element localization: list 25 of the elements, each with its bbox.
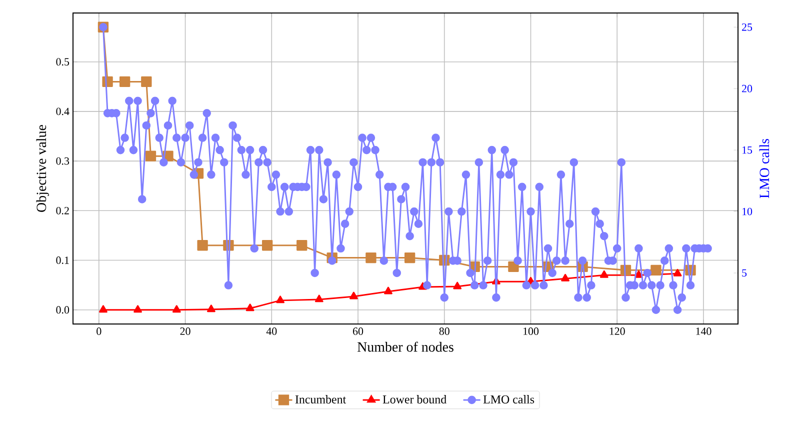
y-tick-label: 0.1: [56, 256, 69, 264]
y2-tick-label: 25: [742, 23, 752, 31]
x-tick-label: 80: [439, 328, 450, 335]
x-tick-label: 20: [180, 328, 190, 335]
y2-axis-title: LMO calls: [759, 138, 770, 198]
legend-label: Lower bound: [382, 395, 446, 404]
y2-tick-label: 5: [742, 269, 747, 277]
y-tick-label: 0.0: [56, 306, 70, 314]
y-axis-title: Objective value: [36, 125, 49, 212]
x-tick-label: 40: [266, 328, 277, 335]
y2-tick-label: 20: [742, 84, 752, 92]
y-tick-label: 0.3: [56, 157, 70, 165]
x-tick-label: 0: [96, 328, 102, 335]
y-tick-label: 0.4: [56, 108, 70, 116]
legend-label: LMO calls: [483, 395, 534, 404]
y2-tick-label: 15: [742, 146, 752, 154]
x-tick-label: 120: [610, 328, 625, 335]
x-tick-label: 140: [696, 328, 712, 335]
y2-tick-label: 10: [742, 208, 752, 216]
x-axis-title: Number of nodes: [357, 342, 454, 352]
x-tick-label: 100: [523, 328, 539, 335]
legend-label: Incumbent: [295, 395, 346, 404]
y-tick-label: 0.5: [56, 58, 70, 66]
y-tick-label: 0.2: [56, 206, 69, 214]
x-tick-label: 60: [352, 328, 364, 335]
